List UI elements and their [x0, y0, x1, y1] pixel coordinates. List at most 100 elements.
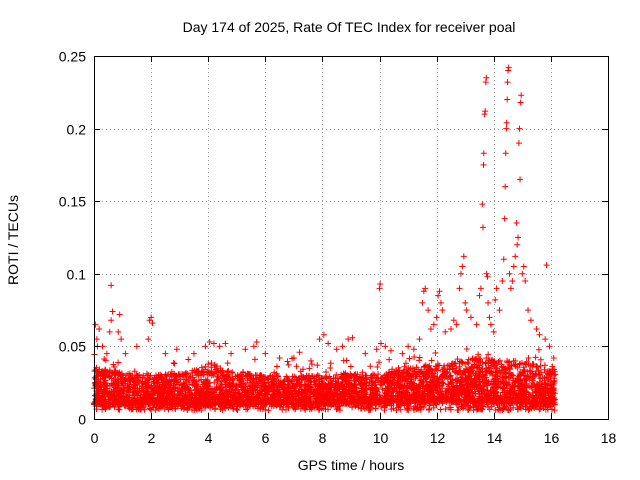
data-point: [262, 350, 269, 357]
data-point: [388, 368, 395, 375]
x-tick-label: 4: [205, 430, 213, 446]
data-point: [145, 401, 152, 408]
data-point: [514, 406, 521, 413]
data-point: [191, 367, 198, 374]
data-point: [101, 384, 108, 391]
data-point: [132, 385, 139, 392]
data-point: [532, 354, 539, 361]
data-point: [225, 394, 232, 401]
data-point: [479, 224, 486, 231]
data-point: [112, 371, 119, 378]
data-point: [430, 404, 437, 411]
data-point: [170, 384, 177, 391]
data-point: [333, 346, 340, 353]
data-point: [343, 377, 350, 384]
data-point: [133, 398, 140, 405]
data-point: [510, 390, 517, 397]
data-point: [461, 388, 468, 395]
data-point: [186, 392, 193, 399]
data-point: [108, 282, 115, 289]
data-point: [273, 363, 280, 370]
data-point: [467, 314, 474, 321]
data-point: [477, 285, 484, 292]
data-point: [476, 292, 483, 299]
data-point: [527, 317, 534, 324]
data-point: [499, 278, 506, 285]
data-point: [547, 374, 554, 381]
data-point: [533, 363, 540, 370]
data-point: [266, 383, 273, 390]
data-point: [336, 402, 343, 409]
data-point: [195, 368, 202, 375]
data-point: [490, 363, 497, 370]
data-point: [99, 343, 106, 350]
data-point: [244, 370, 251, 377]
data-point: [258, 399, 265, 406]
data-point: [147, 392, 154, 399]
data-point: [190, 402, 197, 409]
data-point: [122, 380, 129, 387]
data-point: [416, 369, 423, 376]
data-point: [477, 406, 484, 413]
data-point: [483, 270, 490, 277]
data-point: [549, 366, 556, 373]
data-point: [146, 375, 153, 382]
data-point: [376, 359, 383, 366]
data-point: [402, 360, 409, 367]
data-point: [501, 215, 508, 222]
data-point: [318, 375, 325, 382]
data-point: [224, 392, 231, 399]
data-point: [422, 362, 429, 369]
data-point: [325, 381, 332, 388]
data-point: [300, 374, 307, 381]
data-point: [495, 369, 502, 376]
data-point: [457, 270, 464, 277]
data-point: [301, 405, 308, 412]
tick-layer: [94, 56, 609, 420]
data-point: [115, 406, 122, 413]
data-point: [391, 375, 398, 382]
data-point: [536, 379, 543, 386]
data-point: [162, 379, 169, 386]
data-point: [357, 373, 364, 380]
data-point: [548, 377, 555, 384]
data-point: [462, 299, 469, 306]
data-point: [518, 393, 525, 400]
data-point: [279, 406, 286, 413]
data-point: [453, 321, 460, 328]
data-point: [226, 379, 233, 386]
data-point: [510, 263, 517, 270]
data-point: [288, 392, 295, 399]
data-point: [514, 400, 521, 407]
data-point: [224, 360, 231, 367]
data-point: [123, 388, 130, 395]
data-point: [281, 377, 288, 384]
data-point: [296, 349, 303, 356]
data-point: [241, 388, 248, 395]
data-point: [439, 379, 446, 386]
data-point: [416, 336, 423, 343]
data-point: [411, 395, 418, 402]
data-point: [325, 340, 332, 347]
data-point: [154, 375, 161, 382]
data-point: [341, 385, 348, 392]
data-point: [509, 278, 516, 285]
data-point: [552, 371, 559, 378]
data-point: [293, 390, 300, 397]
data-point: [269, 378, 276, 385]
data-point: [345, 336, 352, 343]
data-point: [427, 325, 434, 332]
data-point: [388, 402, 395, 409]
data-point: [405, 389, 412, 396]
data-point: [517, 176, 524, 183]
data-point: [382, 402, 389, 409]
data-point: [464, 386, 471, 393]
data-point: [538, 369, 545, 376]
data-point: [413, 406, 420, 413]
data-point: [254, 387, 261, 394]
data-point: [145, 336, 152, 343]
data-point: [430, 389, 437, 396]
data-point: [139, 380, 146, 387]
data-point: [463, 393, 470, 400]
data-point: [416, 389, 423, 396]
